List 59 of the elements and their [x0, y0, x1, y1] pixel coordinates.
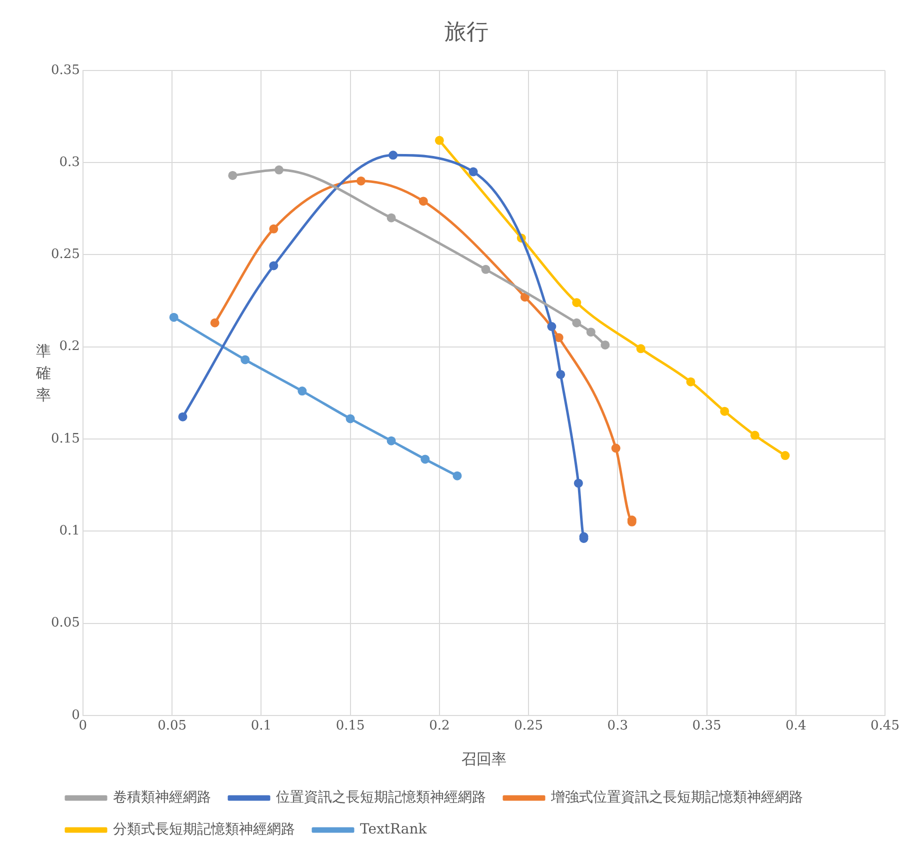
- point: [636, 344, 646, 354]
- point: [434, 136, 444, 145]
- point: [468, 167, 478, 176]
- point: [572, 318, 582, 328]
- chart-title: 旅行: [444, 20, 488, 45]
- point: [554, 333, 564, 342]
- point: [169, 312, 178, 322]
- y-tick-label: 0.3: [59, 154, 80, 170]
- point: [228, 170, 238, 180]
- point: [586, 328, 596, 337]
- x-tick-label: 0.3: [607, 718, 628, 734]
- point: [274, 165, 284, 174]
- point: [418, 196, 428, 206]
- point: [269, 261, 278, 270]
- point: [386, 436, 396, 446]
- point: [420, 454, 430, 464]
- x-tick-label: 0.4: [786, 718, 806, 734]
- point: [386, 213, 396, 222]
- x-tick-label: 0.05: [158, 718, 187, 734]
- y-axis-title: 準確率: [36, 341, 52, 406]
- point: [298, 386, 307, 396]
- y-tick-label: 0.25: [50, 247, 80, 262]
- legend-label: 卷積類神經網路: [113, 790, 211, 806]
- y-tick-label: 0.35: [50, 62, 80, 78]
- x-tick-label: 0.2: [429, 718, 450, 734]
- legend-label: 增強式位置資訊之長短期記憶類神經網路: [550, 790, 803, 806]
- point: [210, 318, 220, 328]
- point: [780, 451, 790, 460]
- point: [600, 340, 610, 350]
- legend-label: TextRank: [360, 822, 428, 838]
- point: [481, 264, 490, 274]
- point: [574, 478, 583, 488]
- point: [178, 412, 188, 422]
- point: [720, 406, 730, 416]
- point: [611, 444, 620, 453]
- x-tick-label: 0.15: [336, 718, 365, 734]
- legend-label: 分類式長短期記憶類神經網路: [113, 822, 295, 838]
- point: [452, 471, 462, 480]
- x-axis-title: 召回率: [461, 750, 506, 768]
- point: [269, 224, 278, 234]
- x-tick-label: 0.1: [250, 718, 272, 734]
- point: [686, 377, 696, 386]
- y-tick-label: 0.05: [50, 616, 80, 631]
- x-tick-label: 0.45: [870, 718, 900, 734]
- point: [572, 298, 582, 308]
- y-tick-label: 0: [72, 708, 80, 723]
- y-tick-label: 0.1: [59, 523, 80, 538]
- point: [547, 322, 556, 332]
- x-tick-label: 0.35: [692, 718, 722, 734]
- point: [240, 355, 250, 364]
- point: [346, 414, 355, 424]
- y-tick-label: 0.2: [59, 339, 80, 354]
- point: [356, 176, 366, 186]
- y-tick-label: 0.15: [50, 431, 80, 446]
- point: [556, 370, 566, 379]
- point: [388, 150, 398, 160]
- point: [750, 430, 760, 440]
- x-tick-label: 0.25: [514, 718, 544, 734]
- legend-label: 位置資訊之長短期記憶類神經網路: [276, 790, 486, 806]
